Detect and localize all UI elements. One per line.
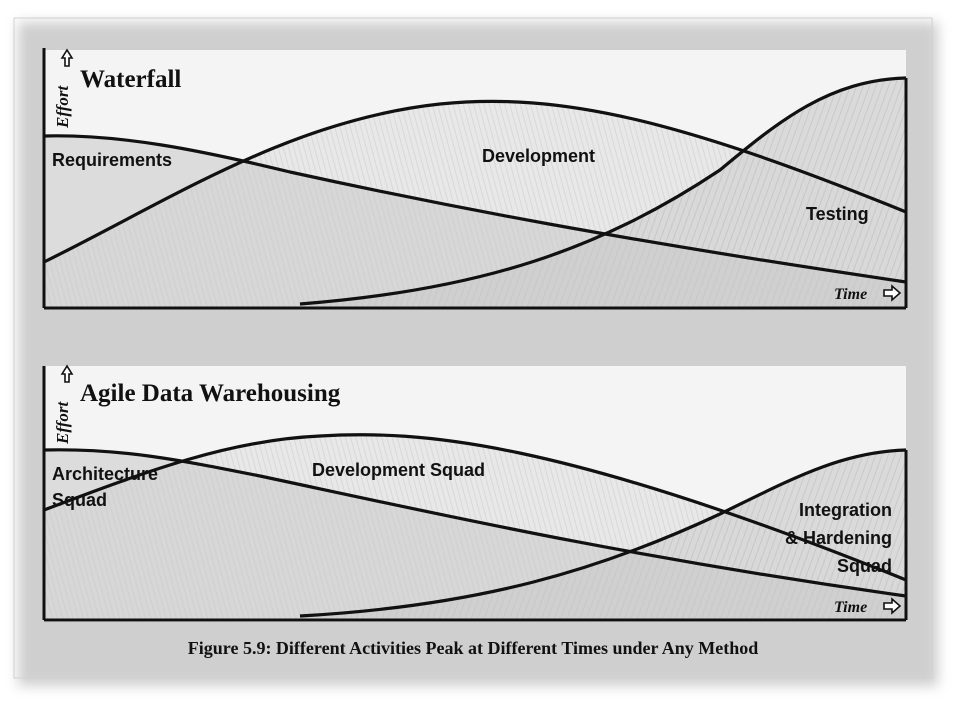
agile-integration-label-line2: & Hardening: [785, 528, 892, 548]
waterfall-testing-label: Testing: [806, 204, 869, 224]
right-outline-arrow-icon: [883, 597, 902, 615]
figure-caption: Figure 5.9: Different Activities Peak at…: [187, 638, 759, 658]
waterfall-time-label: Time: [834, 286, 867, 303]
waterfall-requirements-curve: [43, 134, 907, 284]
waterfall-testing-curve: [299, 76, 907, 306]
agile-architecture-squad-area: [44, 449, 906, 620]
agile-integration-curve: [299, 448, 907, 618]
waterfall-effort-label: Effort: [53, 85, 72, 129]
waterfall-requirements-label: Requirements: [52, 150, 172, 170]
agile-development-squad-curve: [43, 433, 907, 582]
page-border: [13, 17, 933, 679]
agile-title: Agile Data Warehousing: [80, 380, 341, 407]
agile-time-label: Time: [834, 599, 867, 616]
page: Figure 5.9: Different Activities Peak at…: [14, 18, 932, 678]
agile-development-squad-label: Development Squad: [312, 460, 485, 480]
waterfall-requirements-area: [44, 135, 906, 308]
agile-architecture-label-line2: Squad: [52, 490, 107, 510]
agile-architecture-squad-curve: [43, 448, 907, 598]
waterfall-testing-area: [300, 78, 906, 308]
waterfall-title: Waterfall: [80, 66, 181, 93]
agile-architecture-label-line1: Architecture: [52, 464, 158, 484]
waterfall-development-curve: [43, 99, 907, 264]
agile-effort-label: Effort: [53, 401, 72, 445]
panel-waterfall: Waterfall Effort Time Requirements Devel…: [42, 48, 908, 310]
up-outline-arrow-icon: [60, 48, 74, 67]
up-outline-arrow-icon: [60, 364, 74, 383]
waterfall-development-label: Development: [482, 146, 595, 166]
panel-agile: Agile Data Warehousing Effort Time Archi…: [42, 364, 908, 622]
agile-integration-label-line1: Integration: [799, 500, 892, 520]
right-outline-arrow-icon: [883, 284, 902, 302]
agile-integration-label-line3: Squad: [837, 556, 892, 576]
